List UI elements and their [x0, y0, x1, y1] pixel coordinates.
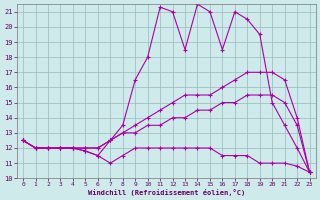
X-axis label: Windchill (Refroidissement éolien,°C): Windchill (Refroidissement éolien,°C) [88, 189, 245, 196]
